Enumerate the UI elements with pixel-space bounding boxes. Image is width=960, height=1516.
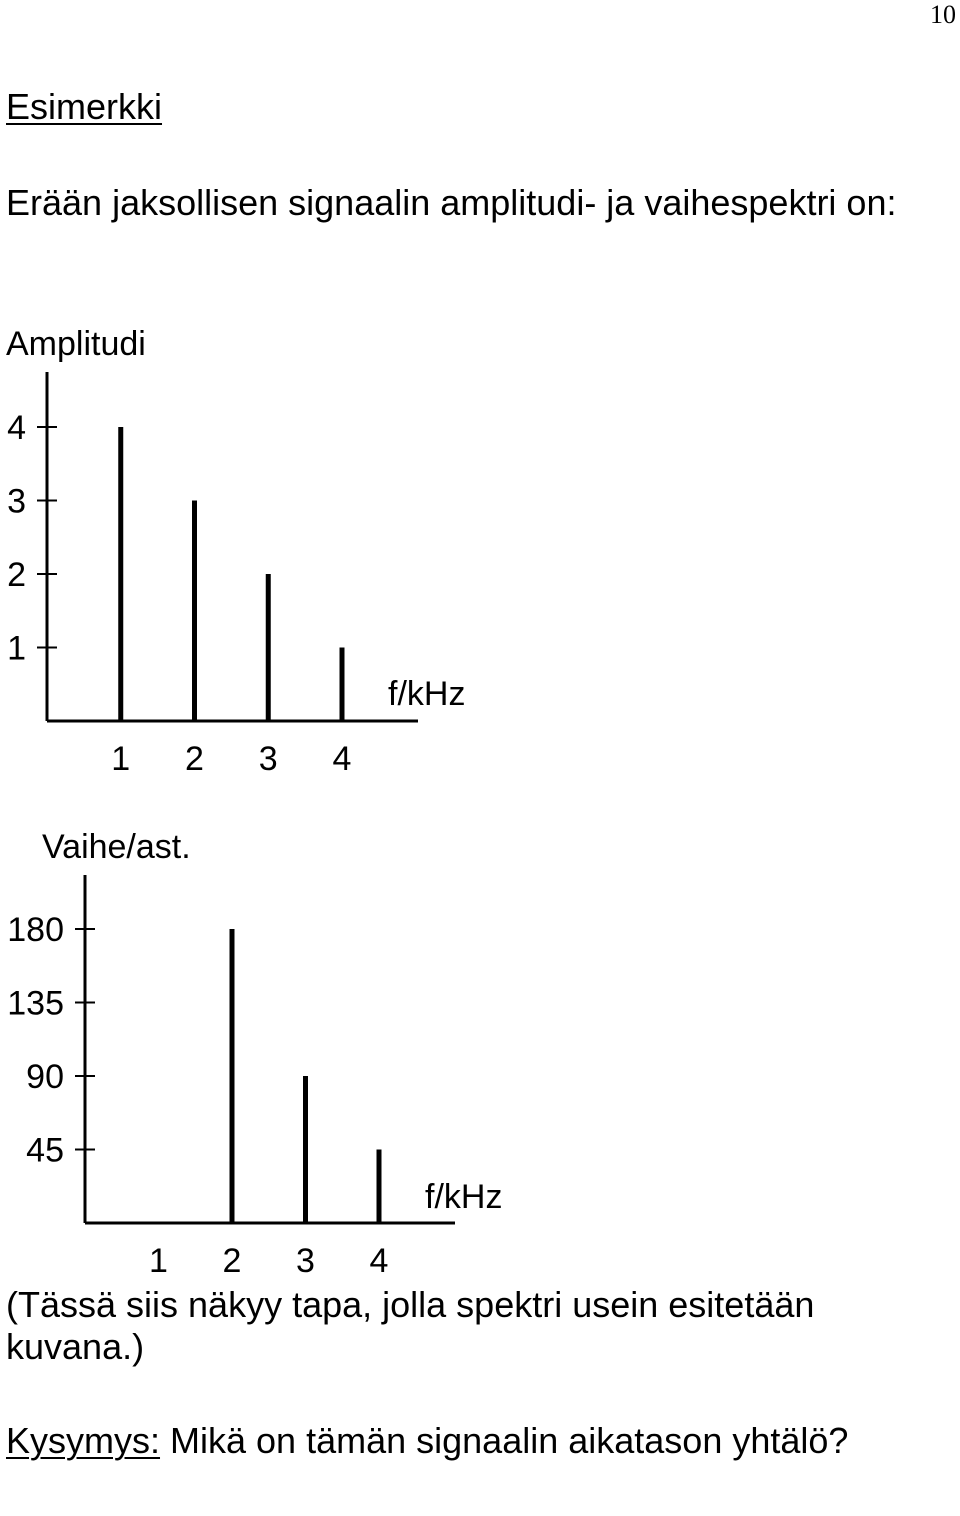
phase-spectrum-chart: Vaihe/ast. 45 90 135 180 1 2 3 4 f/kHz <box>7 828 502 1280</box>
question: Kysymys: Mikä on tämän signaalin aikatas… <box>6 1420 946 1462</box>
y-tick-label: 180 <box>7 911 64 949</box>
y-tick-label: 45 <box>26 1132 64 1170</box>
note-text: (Tässä siis näkyy tapa, jolla spektri us… <box>6 1284 815 1367</box>
y-axis-label: Vaihe/ast. <box>42 828 191 866</box>
x-tick-label: 1 <box>149 1242 168 1280</box>
y-tick-label: 90 <box>26 1058 64 1096</box>
y-axis-label: Amplitudi <box>6 325 146 363</box>
heading: Esimerkki <box>6 86 163 127</box>
x-tick-label: 3 <box>259 740 278 778</box>
x-tick-label: 4 <box>370 1242 389 1280</box>
question-label: Kysymys: <box>6 1420 161 1461</box>
x-axis-label: f/kHz <box>425 1178 502 1216</box>
x-tick-label: 4 <box>333 740 352 778</box>
y-tick-label: 1 <box>7 630 26 668</box>
y-tick-label: 2 <box>7 556 26 594</box>
x-tick-label: 3 <box>296 1242 315 1280</box>
x-tick-label: 2 <box>185 740 204 778</box>
amplitude-spectrum-chart: Amplitudi 1 2 3 4 1 2 3 4 f/kHz <box>6 325 465 778</box>
intro-text: Erään jaksollisen signaalin amplitudi- j… <box>6 182 897 223</box>
y-tick-label: 135 <box>7 985 64 1023</box>
y-tick-label: 4 <box>7 409 26 447</box>
x-tick-label: 1 <box>111 740 130 778</box>
x-tick-label: 2 <box>223 1242 242 1280</box>
y-tick-label: 3 <box>7 483 26 521</box>
page-number: 10 <box>930 0 956 29</box>
question-text: Mikä on tämän signaalin aikatason yhtälö… <box>160 1420 849 1461</box>
x-axis-label: f/kHz <box>388 675 465 713</box>
